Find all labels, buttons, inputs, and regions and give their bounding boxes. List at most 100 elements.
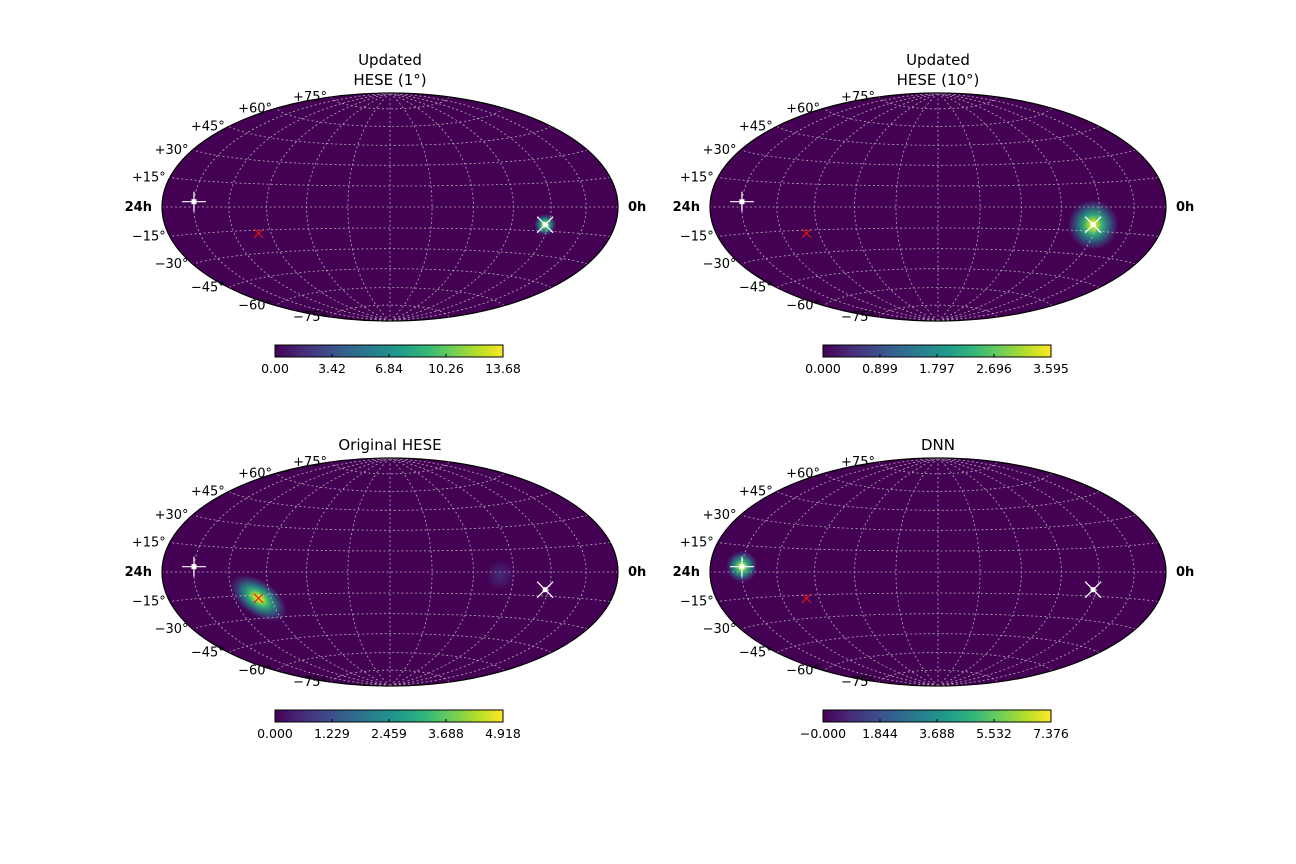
lat-label: −15° [680,595,714,610]
colorbar-tick-label: 5.532 [976,726,1012,741]
parallel-line [169,227,611,237]
lat-label: −15° [132,595,166,610]
map-outline [709,457,1167,687]
panel-title: Updated [906,51,970,69]
colorbar-tick-label: 0.000 [257,726,293,741]
lat-label: +75° [293,90,327,105]
lat-label: +30° [155,143,189,158]
lat-label: +30° [703,508,737,523]
colorbar-tick-label: 0.00 [261,361,289,376]
meridian-line [228,458,391,686]
lat-label: +60° [238,466,272,481]
reference-red-x-marker [253,228,264,239]
meridian-line [193,458,391,686]
colorbar-tick-label: −0.000 [800,726,846,741]
map-outline [161,457,619,687]
lat-label: −30° [155,257,189,272]
parallel-line [169,592,611,602]
ra-label-left: 24h [125,565,152,580]
lat-label: −30° [703,622,737,637]
lat-label: −60° [786,664,820,679]
meridian-line [937,458,1135,686]
colorbar-tick-label: 3.595 [1033,361,1069,376]
colorbar-tick-label: 0.000 [805,361,841,376]
meridian-line [895,458,939,686]
meridian-line [776,458,939,686]
lat-label: −60° [238,664,272,679]
lat-label: +15° [680,535,714,550]
lat-label: +45° [739,119,773,134]
panel-3: Original HESE 24h 0h +75° +60° +45°+30° +15° −1… [125,436,647,741]
lat-label: +60° [238,101,272,116]
lat-label: −30° [155,622,189,637]
lat-label: −75° [841,310,875,325]
meridian-line [347,458,391,686]
lat-label: +45° [191,484,225,499]
colorbar-tick-label: 7.376 [1033,726,1069,741]
meridian-line [741,93,939,321]
parallel-line [228,633,552,653]
panel-title: Updated [358,51,422,69]
lat-label: −75° [293,310,327,325]
lat-label: +15° [132,535,166,550]
ra-label-right: 0h [628,565,646,580]
colorbar-tick-label: 1.844 [862,726,898,741]
ra-label-right: 0h [628,200,646,215]
ra-label-left: 24h [673,565,700,580]
lat-label: −30° [703,257,737,272]
colorbar-tick-label: 0.899 [862,361,898,376]
source-x-marker [1084,216,1102,234]
lat-label: −45° [191,281,225,296]
lat-label: −45° [191,646,225,661]
panel-4: DNN 24h 0h +75° +60° +45°+30° +15° −15° −30°−45°… [673,436,1195,741]
meridian-line [937,93,1135,321]
panel-title: DNN [921,436,955,454]
meridian-line [347,93,391,321]
meridian-line [389,93,433,321]
graticule [710,93,1166,321]
colorbar-tick-label: 2.696 [976,361,1012,376]
parallel-line [776,633,1100,653]
meridian-line [389,93,552,321]
parallel-line [823,287,1053,307]
parallel-line [740,514,1136,531]
source-cross-marker [181,191,206,212]
meridian-line [389,458,552,686]
lat-label: +60° [786,466,820,481]
graticule [162,93,618,321]
meridian-line [389,458,433,686]
colorbar-tick-label: 1.797 [919,361,955,376]
lat-label: +15° [680,170,714,185]
lat-label: −45° [739,281,773,296]
source-x-marker [536,581,554,599]
lat-label: +75° [841,90,875,105]
map-outline [161,92,619,322]
meridian-line [389,93,587,321]
graticule [710,458,1166,686]
colorbar-tick-label: 3.688 [428,726,464,741]
parallel-line [776,268,1100,288]
panel-title: HESE (1°) [353,71,426,89]
reference-red-x-marker [801,228,812,239]
lat-label: −60° [786,299,820,314]
lat-label: +30° [155,508,189,523]
meridian-line [937,93,981,321]
source-cross-marker [181,556,206,577]
lat-label: −75° [841,675,875,690]
meridian-line [193,93,391,321]
lat-label: −15° [132,230,166,245]
colorbar-tick-label: 4.918 [485,726,521,741]
lat-label: +45° [739,484,773,499]
parallel-line [823,652,1053,672]
source-x-marker [536,216,554,234]
lat-label: +15° [132,170,166,185]
lat-label: +45° [191,119,225,134]
meridian-line [895,93,939,321]
graticule [162,458,618,686]
colorbar-tick-label: 3.688 [919,726,955,741]
meridian-line [937,93,1100,321]
parallel-line [275,287,505,307]
source-cross-marker [729,191,754,212]
panel-title: Original HESE [338,436,441,454]
